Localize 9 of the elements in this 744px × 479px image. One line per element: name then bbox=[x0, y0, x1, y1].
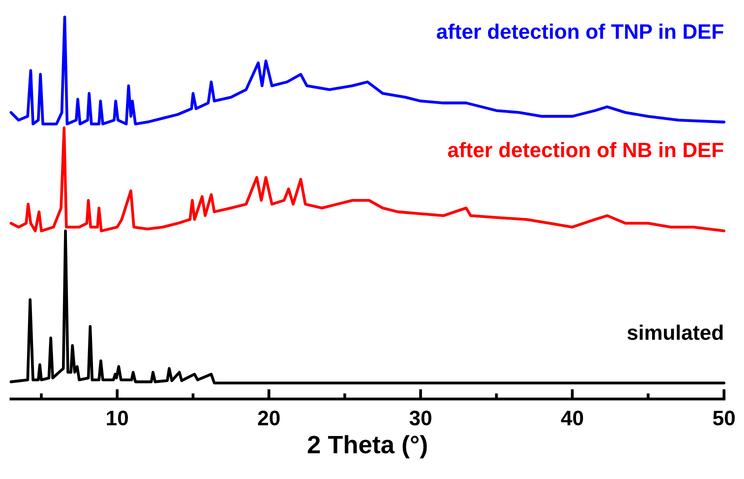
x-tick-label: 50 bbox=[713, 410, 735, 426]
text: after detection of TNP in DEF bbox=[436, 24, 724, 39]
x-tick-label: 10 bbox=[106, 410, 128, 426]
x-tick-label: 20 bbox=[258, 410, 280, 426]
x-tick-label: 40 bbox=[561, 410, 584, 426]
text: after detection of NB in DEF bbox=[448, 142, 724, 158]
x-tick-label: 30 bbox=[409, 410, 432, 426]
text: simulated bbox=[627, 324, 723, 340]
x-axis-title: 2 Theta (°) bbox=[308, 435, 427, 458]
